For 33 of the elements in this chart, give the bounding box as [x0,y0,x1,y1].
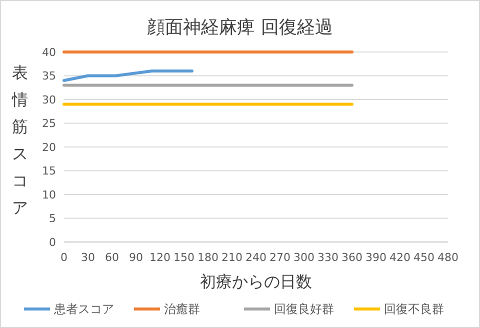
x-tick-label: 30 [81,251,95,264]
x-tick-label: 240 [246,251,266,264]
legend-label: 患者スコア [53,302,114,316]
x-tick-label: 150 [174,251,194,264]
y-tick-label: 5 [49,212,56,226]
y-tick-label: 10 [42,188,56,202]
y-tick-label: 20 [42,140,56,154]
x-tick-label: 0 [60,251,68,264]
x-tick-label: 60 [105,251,119,264]
x-tick-label: 270 [270,251,290,264]
y-tick-label: 0 [49,236,56,249]
y-tick-label: 40 [42,46,56,59]
legend-label: 回復良好群 [274,302,334,316]
x-tick-label: 330 [318,251,338,264]
y-tick-label: 25 [42,117,56,130]
legend-label: 治癒群 [164,302,200,316]
x-tick-label: 120 [150,251,170,264]
x-tick-label: 90 [129,251,143,264]
x-tick-label: 420 [390,251,410,264]
x-tick-label: 360 [342,251,362,264]
y-tick-label: 15 [42,164,56,178]
x-axis-title: 初療からの日数 [200,272,312,291]
x-tick-label: 210 [222,251,242,264]
x-tick-label: 390 [366,251,386,264]
x-tick-label: 180 [198,251,218,264]
x-tick-label: 450 [414,251,434,264]
y-tick-label: 30 [42,93,56,106]
legend-label: 回復不良群 [384,302,444,316]
x-tick-label: 300 [294,251,314,264]
y-tick-label: 35 [42,70,56,83]
chart-title: 顔面神経麻痺 回復経過 [147,17,333,38]
y-axis-title: 表情筋スコア [11,63,28,217]
x-tick-label: 480 [438,251,458,264]
